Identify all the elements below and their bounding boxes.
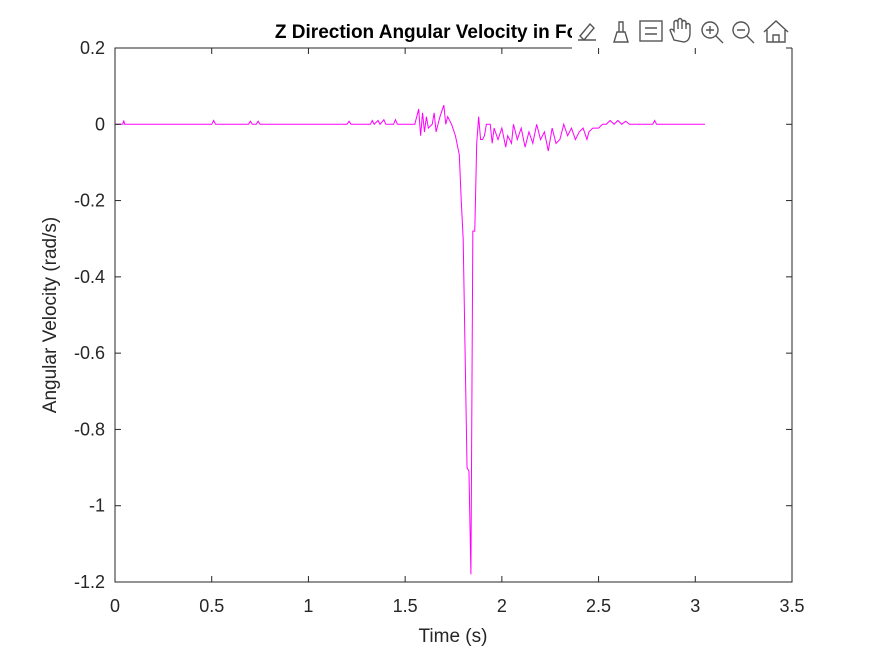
x-axis-label: Time (s) — [419, 626, 488, 647]
brush-button[interactable] — [613, 21, 629, 43]
datatip-button[interactable] — [639, 20, 663, 42]
export-button[interactable] — [578, 22, 596, 42]
x-tick-label: 1 — [303, 596, 313, 616]
chart-title: Z Direction Angular Velocity in Forearm — [275, 22, 631, 43]
y-tick-label: 0 — [95, 114, 105, 134]
x-tick-label: 2.5 — [586, 596, 611, 616]
toolbar — [572, 14, 794, 50]
pan-button[interactable] — [669, 17, 691, 43]
y-tick-label: 0.2 — [80, 38, 105, 58]
zoom-out-button[interactable] — [732, 21, 755, 44]
x-tick-label: 0 — [110, 596, 120, 616]
y-tick-label: -0.4 — [74, 267, 105, 287]
x-tick-label: 3 — [690, 596, 700, 616]
y-tick-label: -1 — [89, 496, 105, 516]
x-tick-label: 2 — [497, 596, 507, 616]
x-tick-label: 0.5 — [199, 596, 224, 616]
y-axis-label: Angular Velocity (rad/s) — [40, 217, 61, 413]
plot-area — [114, 47, 793, 583]
zoom-in-button[interactable] — [701, 21, 724, 44]
y-tick-label: -1.2 — [74, 572, 105, 592]
toolbar-bg — [572, 14, 794, 50]
data-line — [115, 105, 705, 575]
x-tick-label: 3.5 — [779, 596, 804, 616]
y-tick-label: -0.8 — [74, 419, 105, 439]
y-tick-label: -0.2 — [74, 191, 105, 211]
x-tick-label: 1.5 — [393, 596, 418, 616]
home-button[interactable] — [763, 20, 789, 43]
y-tick-label: -0.6 — [74, 343, 105, 363]
